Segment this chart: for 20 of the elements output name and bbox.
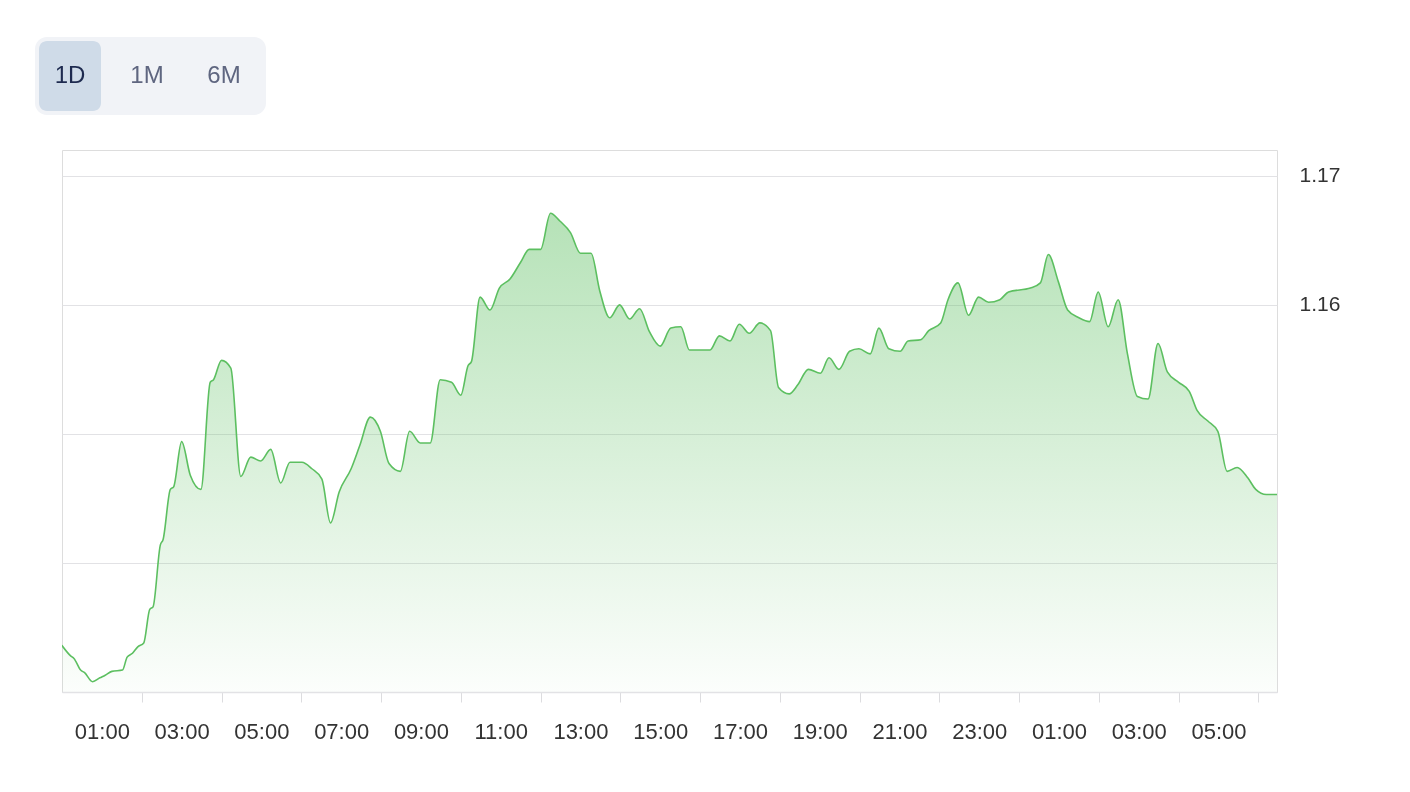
y-tick-label: 1.17 [1299,163,1341,187]
x-tick-label: 23:00 [952,718,1008,744]
x-tick-label: 21:00 [872,718,928,744]
x-tick-label: 15:00 [633,718,689,744]
x-tick-label: 03:00 [1111,718,1167,744]
x-tick-label: 07:00 [314,718,370,744]
x-tick-label: 05:00 [1191,718,1247,744]
text: 6M [207,61,241,88]
text: 1D [54,61,86,88]
x-tick-label: 01:00 [74,718,130,744]
x-tick-label: 01:00 [1031,718,1088,744]
y-tick-label: 1.16 [1299,292,1341,316]
x-tick-label: 09:00 [393,718,449,744]
x-tick-label: 11:00 [474,718,528,744]
x-tick-label: 17:00 [712,718,768,744]
x-tick-label: 19:00 [792,718,848,744]
x-tick-label: 03:00 [154,718,210,744]
x-tick-label: 13:00 [553,718,609,744]
x-tick-label: 05:00 [234,718,290,744]
text: 1M [130,61,164,88]
